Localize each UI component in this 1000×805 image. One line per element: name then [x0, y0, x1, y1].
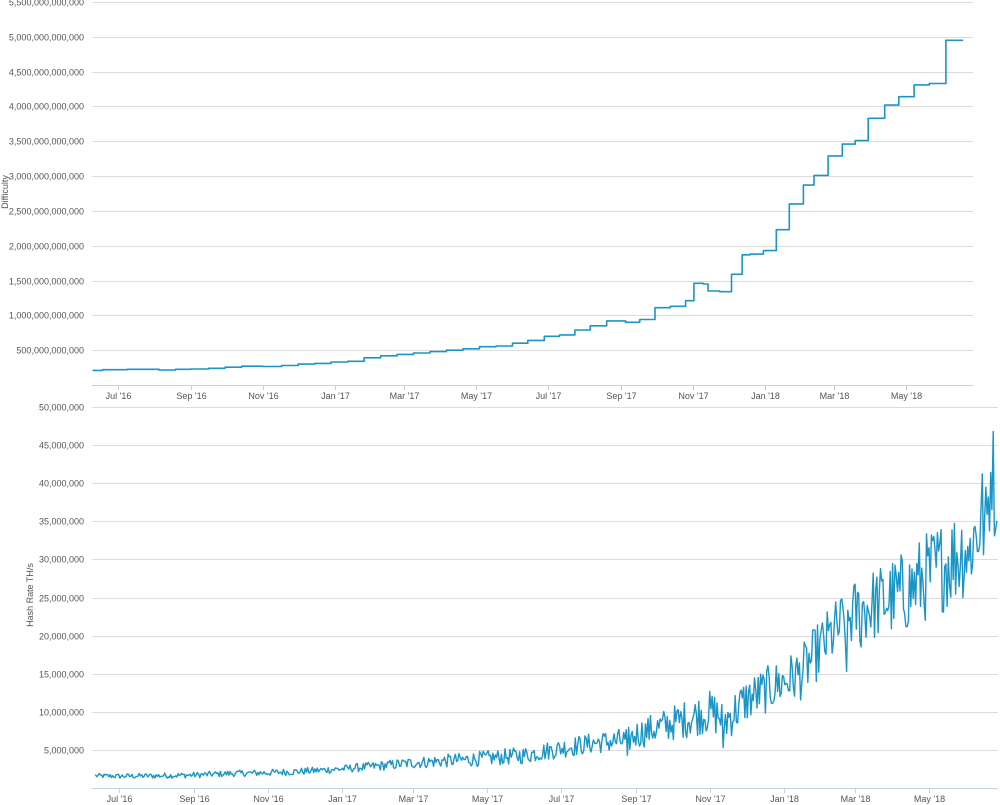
hash-rate-x-tick-label: May '18 [914, 794, 945, 804]
difficulty-y-tick-label: 5,000,000,000,000 [9, 33, 84, 43]
hash-rate-y-tick-label: 50,000,000 [39, 403, 84, 413]
difficulty-x-tick-label: Mar '17 [390, 391, 420, 401]
difficulty-x-tick-label: Nov '17 [678, 391, 708, 401]
difficulty-y-tick-label: 2,500,000,000,000 [9, 207, 84, 217]
difficulty-x-tick-label: Jul '17 [536, 391, 562, 401]
hash-rate-y-axis-title: Hash Rate TH/s [25, 563, 35, 627]
difficulty-x-axis: Jul '16 Sep '16 Nov '16 Jan '17 Mar '17 May '… [106, 385, 922, 401]
difficulty-line [92, 39, 964, 372]
difficulty-y-axis-title: Difficulty [0, 175, 10, 209]
difficulty-x-tick-label: Jan '18 [751, 391, 780, 401]
hash-rate-x-tick-label: Sep '16 [179, 794, 209, 804]
difficulty-grid [92, 2, 973, 386]
hash-rate-x-tick-label: Nov '16 [253, 794, 283, 804]
hash-rate-line [94, 430, 998, 779]
hash-rate-x-tick-label: Jul '17 [549, 794, 575, 804]
hash-rate-y-axis: 5,000,000 10,000,000 15,000,000 20,000,000 2… [39, 403, 84, 756]
difficulty-y-tick-label: 1,500,000,000,000 [9, 277, 84, 287]
difficulty-y-axis: 500,000,000,000 1,000,000,000,000 1,500,00… [9, 0, 84, 356]
difficulty-y-tick-label: 3,000,000,000,000 [9, 172, 84, 182]
difficulty-x-tick-label: Nov '16 [248, 391, 278, 401]
difficulty-x-tick-label: Jan '17 [321, 391, 350, 401]
hash-rate-y-tick-label: 25,000,000 [39, 594, 84, 604]
difficulty-y-tick-label: 500,000,000,000 [16, 346, 84, 356]
difficulty-y-tick-label: 4,500,000,000,000 [9, 68, 84, 78]
hash-rate-y-tick-label: 45,000,000 [39, 441, 84, 451]
difficulty-x-tick-label: Sep '16 [176, 391, 206, 401]
hash-rate-x-tick-label: Jan '17 [328, 794, 357, 804]
hash-rate-x-tick-label: Jan '18 [770, 794, 799, 804]
difficulty-x-tick-label: May '18 [891, 391, 922, 401]
difficulty-x-tick-label: Mar '18 [820, 391, 850, 401]
hash-rate-x-tick-label: Nov '17 [695, 794, 725, 804]
difficulty-y-tick-label: 4,000,000,000,000 [9, 102, 84, 112]
hash-rate-y-tick-label: 35,000,000 [39, 517, 84, 527]
hash-rate-grid [92, 407, 998, 789]
difficulty-y-tick-label: 5,500,000,000,000 [9, 0, 84, 8]
hash-rate-x-tick-label: May '17 [472, 794, 503, 804]
hash-rate-x-axis: Jul '16 Sep '16 Nov '16 Jan '17 Mar '17 May '… [107, 788, 945, 804]
difficulty-y-tick-label: 3,500,000,000,000 [9, 137, 84, 147]
hash-rate-x-tick-label: Mar '18 [841, 794, 871, 804]
hash-rate-y-tick-label: 40,000,000 [39, 479, 84, 489]
difficulty-chart: 500,000,000,000 1,000,000,000,000 1,500,00… [0, 0, 973, 401]
difficulty-series [92, 39, 964, 372]
hash-rate-y-tick-label: 20,000,000 [39, 632, 84, 642]
hash-rate-y-tick-label: 10,000,000 [39, 708, 84, 718]
hash-rate-y-tick-label: 15,000,000 [39, 670, 84, 680]
difficulty-y-tick-label: 1,000,000,000,000 [9, 311, 84, 321]
hash-rate-x-tick-label: Sep '17 [621, 794, 651, 804]
difficulty-x-tick-label: May '17 [461, 391, 492, 401]
difficulty-y-tick-label: 2,000,000,000,000 [9, 242, 84, 252]
hash-rate-y-tick-label: 30,000,000 [39, 555, 84, 565]
hash-rate-x-tick-label: Jul '16 [107, 794, 133, 804]
difficulty-x-tick-label: Sep '17 [606, 391, 636, 401]
hash-rate-series [94, 430, 998, 779]
difficulty-x-tick-label: Jul '16 [106, 391, 132, 401]
hash-rate-y-tick-label: 5,000,000 [44, 746, 84, 756]
hash-rate-chart: 5,000,000 10,000,000 15,000,000 20,000,000 2… [25, 403, 998, 804]
hash-rate-x-tick-label: Mar '17 [399, 794, 429, 804]
